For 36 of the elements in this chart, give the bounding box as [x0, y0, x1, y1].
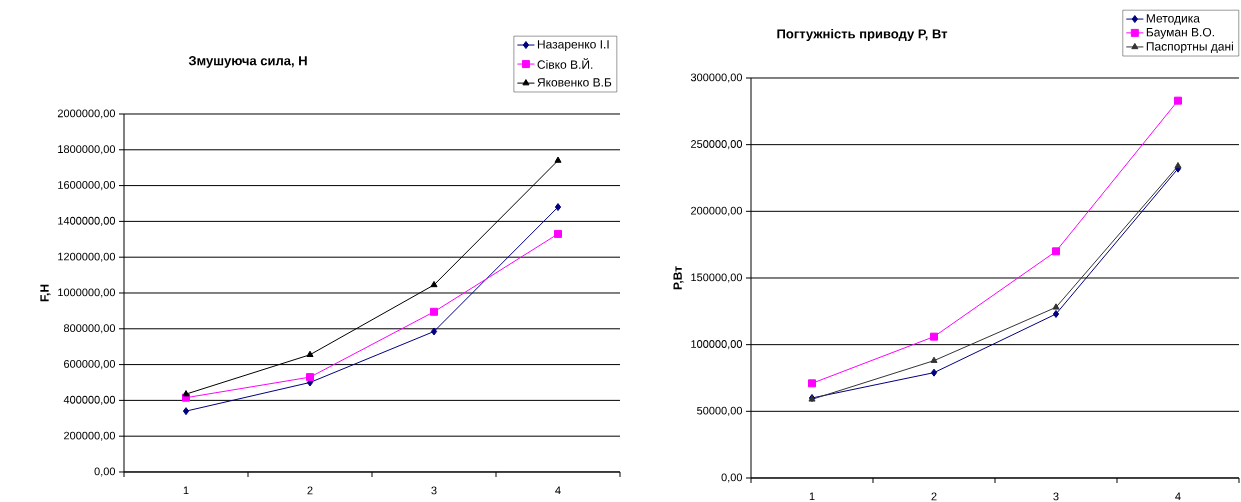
y-tick-label: 400000,00 — [63, 395, 116, 405]
chart-title: Змушуюча сила, Н — [188, 56, 307, 68]
y-tick-label: 1400000,00 — [58, 216, 116, 226]
chart-title: Погтужність приводу Р, Вт — [777, 28, 948, 42]
y-tick-label: 1600000,00 — [58, 181, 116, 191]
x-tick-label: 1 — [809, 492, 815, 501]
y-tick-label: 100000,00 — [691, 340, 743, 350]
x-tick-label: 2 — [307, 486, 313, 495]
y-tick-label: 600000,00 — [64, 360, 116, 370]
y-tick-label: 50000,00 — [697, 406, 743, 416]
y-tick-label: 150000,00 — [691, 273, 743, 283]
y-tick-label: 200000,00 — [64, 431, 116, 441]
legend-label: Яковенко В.Б — [537, 78, 612, 87]
y-tick-label: 0,00 — [94, 467, 116, 477]
y-axis-title: F,Н — [40, 284, 51, 302]
y-tick-label: 1200000,00 — [58, 252, 116, 262]
legend-label: Бауман В.О. — [1146, 27, 1214, 39]
legend-label: Назаренко І.І — [537, 40, 609, 51]
y-tick-label: 300000,00 — [690, 73, 743, 83]
y-tick-label: 1800000,00 — [58, 145, 116, 155]
x-tick-label: 4 — [1175, 492, 1181, 501]
y-tick-label: 0,00 — [721, 473, 743, 483]
y-tick-label: 250000,00 — [691, 140, 743, 150]
legend-label: Паспортны дані — [1146, 41, 1233, 54]
y-tick-label: 1000000,00 — [58, 288, 116, 298]
legend-label: Методика — [1146, 14, 1200, 25]
x-tick-label: 4 — [555, 486, 561, 495]
x-tick-label: 1 — [183, 486, 189, 495]
y-tick-label: 200000,00 — [691, 206, 743, 216]
legend-label: Сівко В.Й. — [537, 57, 593, 69]
y-tick-label: 800000,00 — [63, 324, 116, 334]
x-tick-label: 2 — [931, 492, 937, 501]
y-axis-title: Р,Вт — [673, 266, 684, 290]
x-tick-label: 3 — [431, 486, 437, 495]
y-tick-label: 2000000,00 — [57, 109, 116, 119]
x-tick-label: 3 — [1053, 492, 1059, 501]
